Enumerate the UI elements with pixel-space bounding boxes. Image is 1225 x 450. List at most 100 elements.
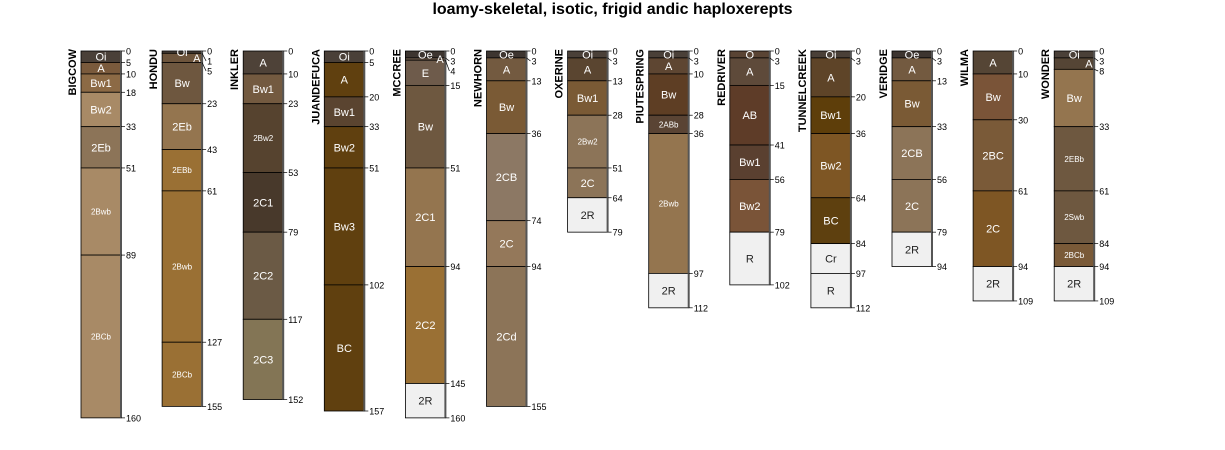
horizon: [891, 179, 933, 233]
horizon: [810, 96, 852, 134]
horizon-label: 2C: [986, 224, 1000, 236]
depth-label: 0: [288, 47, 293, 57]
depth-label: 13: [532, 76, 542, 86]
depth-label: 36: [856, 129, 866, 139]
depth-label: 28: [613, 111, 623, 121]
horizon-label: 2Eb: [172, 122, 192, 134]
profile-name: MCCREE: [391, 49, 403, 97]
horizon-label: 2C1: [253, 197, 273, 209]
horizon: [810, 133, 852, 199]
profile-name: NEWHORN: [473, 49, 485, 107]
horizon: [810, 243, 852, 274]
horizon-label: Bw1: [252, 84, 273, 96]
horizon-label: A: [503, 64, 511, 76]
horizon-label: BC: [337, 343, 352, 355]
depth-label: 94: [1018, 262, 1028, 272]
horizon-label: Oi: [663, 49, 674, 61]
profile-name: PIUTESPRING: [635, 49, 647, 124]
depth-label: 18: [126, 88, 136, 98]
horizon: [80, 91, 122, 128]
horizon: [648, 73, 690, 116]
depth-label: 0: [937, 47, 942, 57]
depth-label: 10: [126, 69, 136, 79]
horizon-label: Bw: [418, 122, 433, 134]
depth-label: 0: [694, 47, 699, 57]
depth-label: 28: [694, 111, 704, 121]
depth-label: 0: [1018, 47, 1023, 57]
depth-label: 1: [207, 57, 212, 67]
horizon-label: O: [746, 49, 755, 61]
depth-label: 102: [369, 280, 384, 290]
horizon-label: 2Swb: [1064, 213, 1085, 222]
horizon-label: 2Bwb: [91, 208, 112, 217]
horizon-label: 2Bw2: [578, 138, 599, 147]
horizon: [242, 318, 284, 400]
horizon-label: A: [97, 63, 105, 75]
horizon: [323, 126, 365, 169]
depth-label: 33: [937, 122, 947, 132]
depth-label: 97: [856, 269, 866, 279]
depth-label: 79: [775, 228, 785, 238]
profile-name: JUANDEFUCA: [310, 49, 322, 125]
depth-label: 0: [369, 47, 374, 57]
profile-wilma: WILMA A Bw 2BC 2C 2R 0 10 30 61 94 109: [959, 47, 1033, 307]
horizon-label: Bw: [499, 102, 514, 114]
horizon-label: Cr: [825, 254, 837, 266]
horizon: [404, 59, 446, 86]
horizon: [1053, 126, 1095, 192]
horizon-label: BC: [823, 216, 838, 228]
horizon-label: 2BCb: [91, 332, 112, 341]
horizon: [891, 231, 933, 267]
horizon: [729, 179, 771, 233]
horizon-label: A: [1085, 59, 1093, 71]
horizon-label: A: [989, 57, 997, 69]
depth-label: 152: [288, 395, 303, 405]
horizon-label: Bw2: [334, 142, 355, 154]
horizon-label: Bw2: [739, 201, 760, 213]
horizon-label: A: [746, 67, 754, 79]
horizon-label: A: [908, 64, 916, 76]
horizon-label: 2Eb: [91, 142, 111, 154]
depth-label: 5: [369, 58, 374, 68]
horizon-label: Oi: [96, 52, 107, 64]
horizon-label: A: [193, 53, 201, 65]
depth-label: 112: [856, 303, 870, 313]
depth-label: 112: [694, 303, 708, 313]
depth-label: 145: [450, 379, 465, 389]
horizon-label: Bw: [1067, 93, 1082, 105]
horizon: [1053, 266, 1095, 302]
horizon-label: Oe: [905, 49, 920, 61]
depth-label: 84: [1099, 239, 1109, 249]
horizon: [323, 62, 365, 98]
profile-name: INKLER: [229, 49, 241, 90]
depth-label: 160: [450, 413, 465, 423]
horizon-label: 2R: [662, 286, 676, 298]
horizon-label: Bw3: [334, 221, 355, 233]
depth-label: 23: [207, 99, 217, 109]
horizon: [972, 73, 1014, 121]
depth-tick: [607, 57, 612, 62]
depth-label: 79: [288, 228, 298, 238]
profile-name: VERIDGE: [878, 49, 890, 99]
horizon: [242, 73, 284, 105]
horizon-label: Bw2: [90, 104, 111, 116]
horizon: [648, 133, 690, 274]
depth-label: 109: [1018, 296, 1033, 306]
horizon: [404, 266, 446, 384]
horizon: [161, 190, 203, 343]
horizon: [567, 197, 608, 233]
horizon-label: Oi: [582, 49, 593, 61]
horizon-label: 2C: [581, 178, 595, 190]
horizon-label: Bw: [985, 92, 1000, 104]
horizon: [972, 119, 1014, 192]
horizon: [729, 144, 771, 180]
depth-label: 56: [937, 175, 947, 185]
profile-name: WILMA: [959, 49, 971, 86]
depth-label: 10: [288, 69, 298, 79]
depth-label: 33: [126, 122, 136, 132]
depth-label: 3: [1099, 57, 1104, 67]
horizon-label: Bw: [174, 78, 189, 90]
horizon: [242, 231, 284, 320]
horizon-label: 2R: [418, 396, 432, 408]
